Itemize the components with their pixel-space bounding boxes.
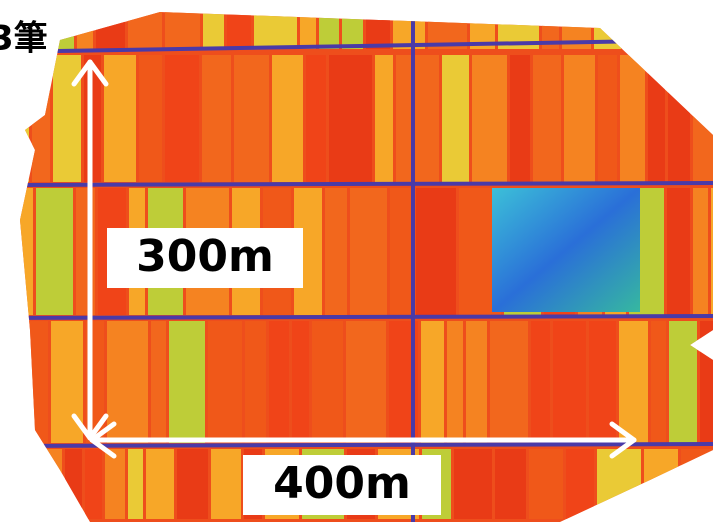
field-image [0, 0, 713, 522]
height-label: 300m [136, 231, 274, 282]
crop-strip [681, 449, 713, 519]
crop-strip [211, 449, 241, 519]
road [0, 444, 713, 446]
crop-strip [644, 449, 678, 519]
crop-strip [533, 55, 561, 182]
crop-strip [375, 55, 393, 182]
crop-strip [254, 3, 297, 49]
crop-strip [272, 55, 303, 182]
crop-strip [146, 449, 174, 519]
crop-strip [227, 3, 251, 49]
crop-strip [495, 449, 526, 519]
crop-strip [390, 188, 413, 315]
road [0, 183, 713, 185]
crop-strip [151, 321, 166, 443]
crop-strip [553, 321, 586, 443]
crop-strip [668, 55, 690, 182]
crop-strip [366, 3, 390, 49]
crop-strip [350, 188, 387, 315]
crop-strip [619, 321, 648, 443]
crop-strip [667, 188, 690, 315]
crop-strip [202, 55, 231, 182]
crop-strip [472, 55, 507, 182]
crop-strip [393, 3, 425, 49]
crop-strip [36, 188, 73, 315]
crop-strip [39, 449, 62, 519]
crop-strip [77, 3, 93, 49]
crop-strip [208, 321, 242, 443]
crop-strip [203, 3, 224, 49]
crop-strip [693, 55, 713, 182]
crop-strip [128, 3, 162, 49]
crop-strip [416, 188, 456, 315]
crop-strip [319, 3, 339, 49]
crop-strip [0, 449, 36, 519]
crop-strip [165, 55, 199, 182]
crop-strip [531, 321, 550, 443]
crop-strip [329, 55, 372, 182]
crop-strip [269, 321, 289, 443]
crop-strip [624, 3, 648, 49]
crop-strip [139, 55, 162, 182]
road [0, 316, 713, 318]
crop-strip [65, 449, 82, 519]
crop-strip [447, 321, 463, 443]
crop-strip [529, 449, 563, 519]
crop-strip [597, 449, 641, 519]
crop-strip [245, 321, 266, 443]
crop-strip [342, 3, 363, 49]
crop-strip [466, 321, 487, 443]
crop-strip [169, 321, 205, 443]
field-map: 300m 400m 3筆 [0, 0, 713, 522]
crop-strip [300, 3, 316, 49]
crop-strip [454, 449, 492, 519]
crop-strip [312, 321, 343, 443]
crop-strip [670, 3, 698, 49]
crop-strip [104, 55, 136, 182]
width-label: 400m [273, 458, 411, 509]
crop-strip [20, 321, 48, 443]
crop-strip [421, 321, 444, 443]
crop-strip [128, 449, 143, 519]
corner-label: 3筆 [0, 19, 48, 59]
crop-strip [669, 321, 697, 443]
crop-strip [510, 55, 530, 182]
crop-strip [234, 55, 269, 182]
crop-strip [566, 449, 594, 519]
crop-strip [292, 321, 309, 443]
crop-strip [53, 55, 81, 182]
crop-strip [0, 55, 29, 182]
crop-strip [85, 449, 102, 519]
crop-strip [620, 55, 645, 182]
crop-strip [96, 3, 125, 49]
crop-strip [165, 3, 200, 49]
crop-strip [693, 188, 708, 315]
crop-strip [700, 321, 713, 443]
crop-strip [105, 449, 125, 519]
crop-strip [428, 3, 467, 49]
page: 300m 400m 3筆 (() => { const data = JSON.… [0, 0, 713, 522]
crop-strip [651, 321, 666, 443]
crop-strip [396, 55, 439, 182]
crop-strip [701, 3, 713, 49]
low-index-block [492, 188, 640, 312]
crop-strip [32, 55, 50, 182]
crop-strip [490, 321, 528, 443]
crop-strip [306, 55, 326, 182]
crop-strip [598, 55, 617, 182]
crop-strip [564, 55, 595, 182]
crop-strip [346, 321, 386, 443]
crop-strip [0, 188, 33, 315]
crop-strip [651, 3, 667, 49]
crop-strip [442, 55, 469, 182]
crop-strip [0, 321, 17, 443]
crop-strip [648, 55, 665, 182]
crop-strip [325, 188, 347, 315]
crop-strip [177, 449, 208, 519]
